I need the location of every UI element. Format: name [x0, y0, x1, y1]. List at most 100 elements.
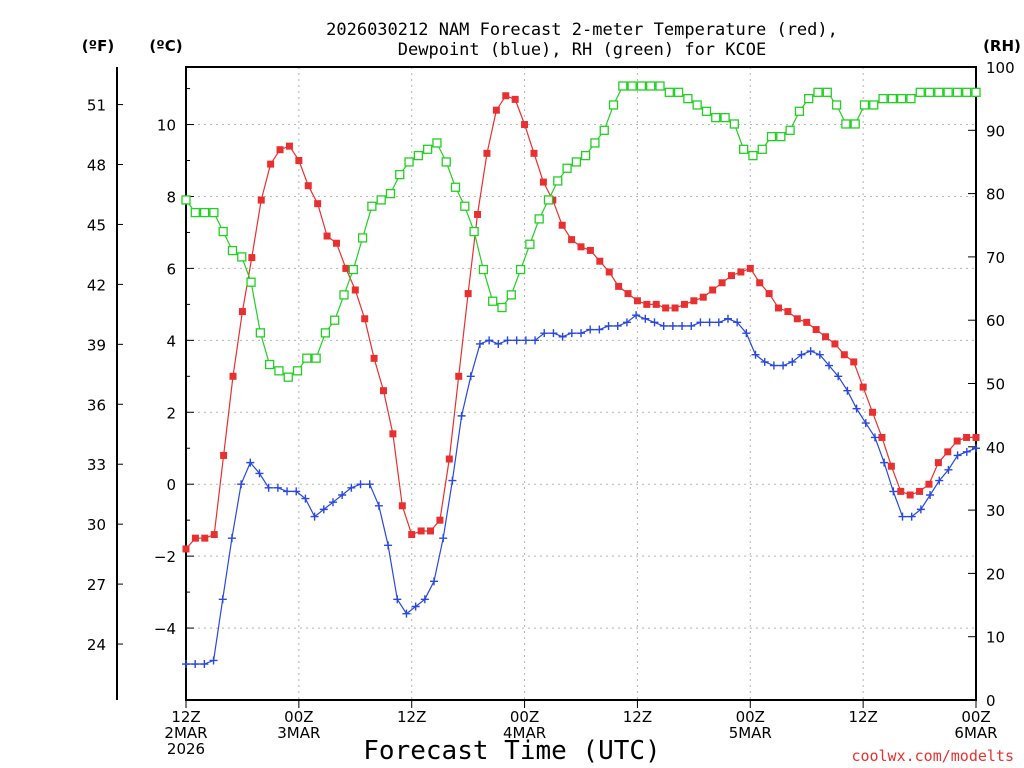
fahrenheit-tick-label: 48 [87, 157, 106, 175]
dewpoint-series [182, 311, 980, 669]
celsius-tick-label: 8 [166, 188, 176, 206]
rh-point [506, 290, 516, 300]
celsius-tick-label: 10 [157, 117, 176, 135]
rh-point [673, 87, 684, 97]
temperature-point [859, 383, 867, 391]
dewpoint-point [384, 541, 393, 550]
fahrenheit-axis-unit: (ºF) [82, 37, 114, 55]
rh-point [841, 119, 851, 129]
rh-point [646, 81, 656, 91]
rh-point [655, 81, 665, 91]
dewpoint-point [760, 357, 769, 366]
temperature-point [953, 437, 961, 445]
dewpoint-point [622, 318, 631, 327]
rh-point [255, 328, 266, 338]
temperature-point [925, 480, 933, 488]
rh-point [952, 87, 963, 97]
dewpoint-point [365, 480, 374, 489]
celsius-axis-unit: (ºC) [149, 37, 182, 55]
dewpoint-point [411, 602, 420, 611]
temperature-point [746, 264, 754, 272]
dewpoint-point [374, 501, 383, 510]
rh-point [562, 163, 572, 173]
rh-point [785, 125, 795, 135]
rh-point [478, 264, 489, 275]
dewpoint-point [613, 321, 622, 330]
rh-tick-label: 0 [986, 692, 996, 710]
temperature-point [718, 279, 726, 287]
dewpoint-point [430, 577, 439, 586]
rh-axis-unit: (RH) [983, 37, 1021, 55]
temperature-point [464, 290, 472, 298]
rh-point [413, 150, 424, 161]
temperature-point [671, 304, 679, 312]
rh-point [488, 296, 498, 306]
temperature-point [398, 502, 406, 510]
dewpoint-point [806, 347, 815, 356]
temperature-point [765, 290, 773, 298]
dewpoint-point [926, 490, 935, 499]
dewpoint-point [788, 357, 797, 366]
rh-point [701, 106, 712, 116]
dewpoint-line [186, 314, 977, 665]
celsius-tick-label: 0 [166, 476, 176, 494]
dewpoint-point [935, 476, 944, 485]
temperature-point [775, 304, 782, 312]
dewpoint-point [402, 609, 411, 618]
temperature-point [831, 340, 839, 348]
rh-point [302, 353, 312, 363]
x-axis-label: Forecast Time (UTC) [363, 736, 660, 766]
temperature-point [680, 300, 688, 308]
temperature-point [436, 516, 444, 524]
rh-point [181, 195, 191, 205]
x-tick-label: 5MAR [729, 724, 772, 742]
rh-point [776, 131, 786, 142]
dewpoint-point [962, 447, 971, 456]
dewpoint-point [347, 483, 356, 492]
rh-tick-label: 90 [986, 122, 1005, 140]
dewpoint-point [264, 483, 273, 492]
dewpoint-point [678, 321, 687, 330]
rh-tick-label: 60 [986, 312, 1005, 330]
dewpoint-point [485, 336, 494, 345]
temperature-point [878, 433, 886, 441]
celsius-tick-label: −2 [154, 548, 176, 566]
dewpoint-point [512, 336, 521, 345]
rh-tick-label: 10 [986, 629, 1005, 647]
fahrenheit-tick-label: 42 [87, 276, 106, 294]
dewpoint-point [843, 386, 852, 395]
temperature-point [521, 121, 529, 129]
temperature-point [652, 300, 660, 308]
dewpoint-point [558, 332, 567, 341]
rh-point [608, 100, 619, 110]
temperature-point [643, 300, 651, 308]
temperature-point [662, 304, 670, 312]
temperature-point [417, 527, 425, 535]
temperature-point [539, 178, 547, 186]
dewpoint-point [953, 451, 962, 460]
temperature-point [887, 462, 895, 470]
rh-tick-label: 30 [986, 502, 1005, 520]
temperature-point [511, 95, 519, 103]
temperature-point [803, 318, 811, 326]
rh-point [924, 87, 935, 97]
rh-point [599, 125, 609, 135]
dewpoint-point [604, 321, 613, 330]
temperature-point [727, 272, 735, 280]
rh-point [422, 144, 433, 154]
x-tick-label: 12Z [397, 708, 426, 726]
temperature-point [869, 408, 877, 416]
rh-point [962, 87, 972, 97]
temperature-point [502, 92, 510, 100]
rh-point [590, 138, 600, 148]
temperature-point [699, 293, 707, 301]
rh-point [906, 94, 916, 104]
rh-point [794, 106, 805, 116]
fahrenheit-tick-label: 39 [87, 336, 106, 354]
rh-point [543, 195, 554, 205]
temperature-point [455, 372, 463, 380]
dewpoint-point [494, 339, 503, 348]
rh-point [748, 150, 758, 161]
dewpoint-point [328, 498, 337, 507]
